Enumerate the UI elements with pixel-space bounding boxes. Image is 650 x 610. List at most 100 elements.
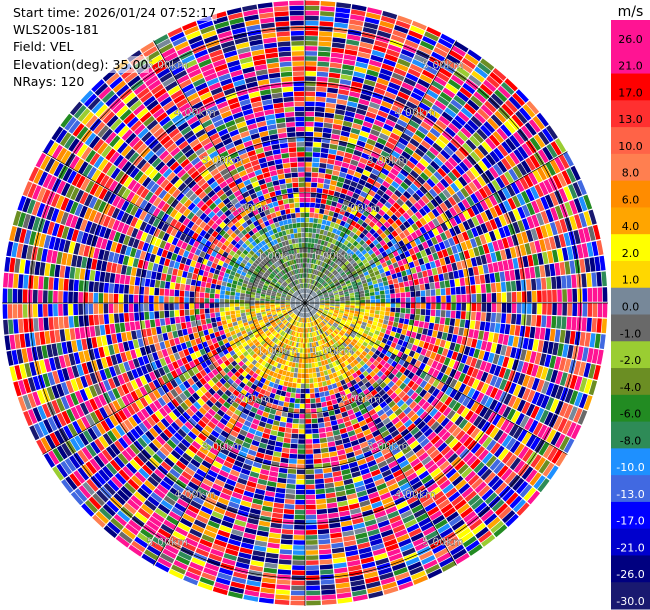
range-gate-cell — [550, 141, 562, 156]
range-gate-cell — [447, 453, 459, 464]
range-gate-cell — [410, 308, 416, 315]
range-gate-cell — [455, 310, 461, 319]
range-gate-cell — [525, 403, 536, 417]
range-gate-cell — [370, 306, 375, 310]
range-gate-cell — [473, 91, 487, 104]
range-gate-cell — [363, 429, 372, 436]
range-gate-cell — [340, 303, 345, 305]
range-gate-cell — [399, 287, 405, 293]
range-gate-cell — [315, 301, 320, 303]
range-gate-cell — [327, 335, 332, 341]
range-gate-cell — [372, 429, 381, 438]
range-gate-cell — [378, 425, 388, 434]
range-gate-cell — [264, 562, 278, 569]
range-gate-cell — [479, 274, 486, 284]
range-gate-cell — [321, 280, 326, 286]
range-gate-cell — [310, 316, 313, 322]
range-gate-cell — [279, 549, 292, 555]
range-gate-cell — [362, 148, 372, 156]
range-gate-cell — [376, 159, 385, 168]
range-gate-cell — [460, 531, 474, 544]
range-gate-cell — [323, 183, 330, 190]
range-gate-cell — [481, 141, 493, 153]
range-gate-cell — [299, 414, 305, 419]
range-gate-cell — [289, 453, 298, 459]
range-gate-cell — [376, 228, 384, 236]
range-gate-cell — [388, 400, 396, 409]
range-gate-cell — [586, 242, 594, 257]
range-gate-cell — [336, 99, 348, 106]
range-gate-cell — [326, 92, 338, 99]
range-gate-cell — [328, 363, 334, 369]
range-gate-cell — [318, 36, 332, 42]
range-gate-cell — [426, 164, 437, 174]
range-gate-cell — [400, 168, 409, 177]
range-gate-cell — [564, 330, 571, 344]
range-gate-cell — [373, 87, 386, 96]
range-gate-cell — [316, 402, 322, 408]
range-gate-cell — [484, 197, 493, 209]
range-gate-cell — [435, 205, 444, 215]
range-gate-cell — [328, 310, 334, 314]
range-gate-cell — [408, 350, 416, 358]
range-gate-cell — [419, 185, 428, 195]
range-gate-cell — [314, 300, 320, 302]
range-gate-cell — [305, 454, 314, 459]
range-gate-cell — [526, 216, 535, 229]
range-gate-cell — [536, 212, 545, 226]
range-gate-cell — [545, 382, 555, 396]
range-gate-cell — [513, 460, 526, 474]
range-gate-cell — [339, 135, 349, 142]
range-gate-cell — [439, 202, 449, 212]
range-gate-cell — [305, 20, 319, 26]
range-gate-cell — [339, 306, 345, 310]
range-gate-cell — [563, 404, 574, 419]
range-gate-cell — [416, 162, 426, 172]
range-gate-cell — [338, 278, 344, 283]
range-gate-cell — [328, 517, 340, 524]
range-gate-cell — [343, 348, 349, 354]
range-gate-cell — [291, 362, 296, 368]
range-gate-cell — [337, 225, 344, 231]
range-gate-cell — [311, 269, 314, 274]
range-gate-cell — [444, 317, 450, 326]
range-gate-cell — [379, 359, 387, 366]
range-gate-cell — [355, 200, 363, 207]
range-gate-cell — [318, 46, 331, 52]
range-gate-cell — [474, 66, 488, 79]
range-gate-cell — [494, 377, 503, 389]
range-gate-cell — [376, 397, 385, 405]
range-gate-cell — [281, 529, 294, 535]
range-gate-cell — [497, 333, 504, 344]
range-gate-cell — [532, 169, 543, 183]
range-gate-cell — [335, 12, 350, 19]
range-gate-cell — [571, 317, 577, 331]
range-gate-cell — [325, 102, 336, 109]
range-gate-cell — [391, 105, 403, 114]
range-gate-cell — [506, 313, 512, 324]
range-gate-cell — [265, 490, 275, 497]
range-gate-cell — [330, 367, 336, 373]
range-gate-cell — [404, 348, 411, 355]
range-gate-cell — [342, 384, 349, 390]
range-gate-cell — [337, 254, 343, 260]
range-gate-cell — [507, 259, 514, 270]
range-gate-cell — [318, 41, 332, 47]
range-gate-cell — [468, 544, 483, 556]
range-gate-cell — [314, 473, 324, 479]
range-gate-cell — [381, 63, 395, 72]
range-gate-cell — [326, 323, 331, 328]
range-gate-cell — [514, 325, 521, 336]
range-gate-cell — [334, 307, 340, 311]
range-gate-cell — [336, 260, 342, 266]
range-gate-cell — [550, 384, 559, 398]
range-gate-cell — [380, 232, 387, 240]
range-gate-cell — [599, 255, 606, 271]
range-gate-cell — [312, 293, 317, 297]
range-gate-cell — [475, 225, 484, 236]
range-gate-cell — [329, 243, 335, 249]
range-gate-cell — [263, 567, 277, 574]
range-gate-cell — [358, 135, 368, 143]
range-gate-cell — [320, 328, 324, 333]
range-gate-cell — [349, 349, 355, 355]
